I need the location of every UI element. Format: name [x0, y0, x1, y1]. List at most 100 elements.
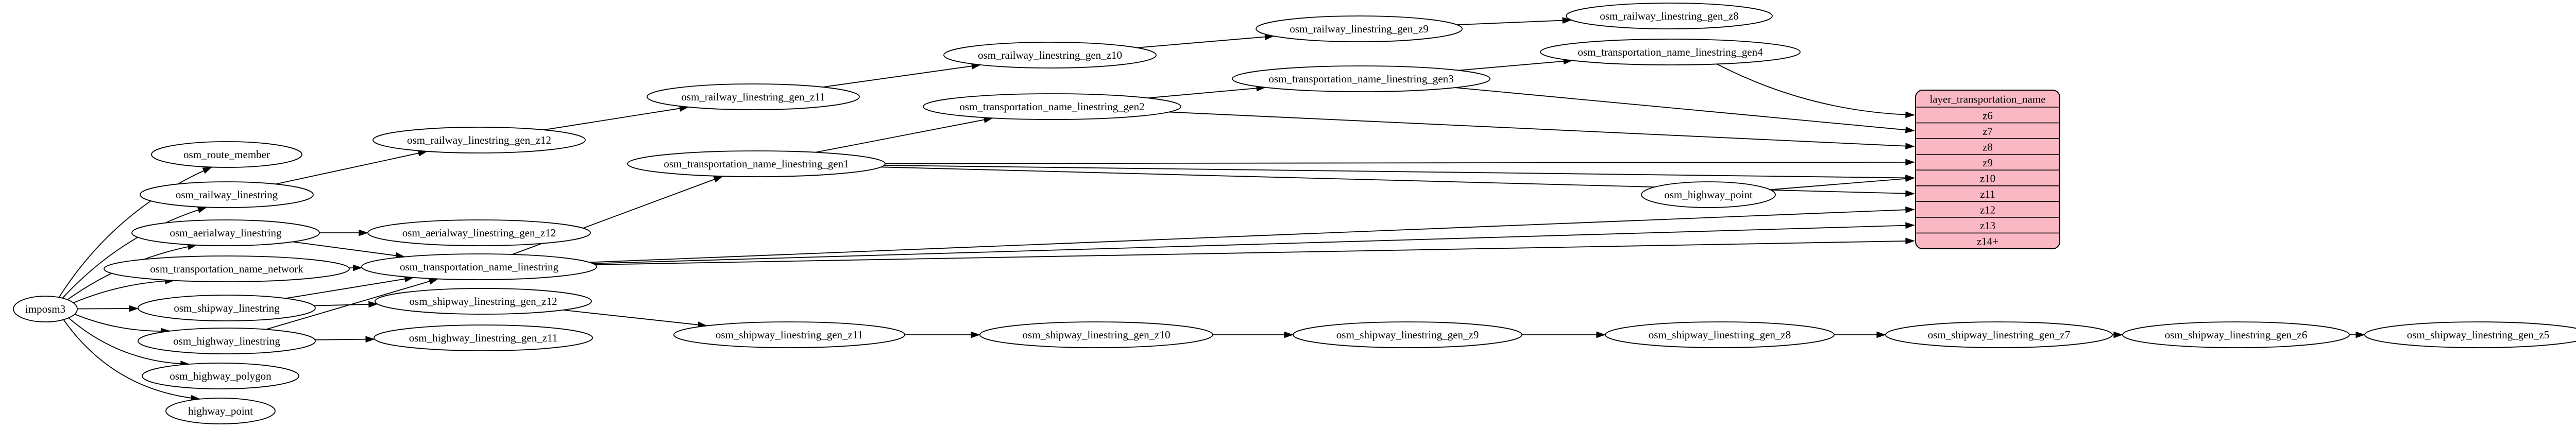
node-label-osm_shipway_linestring: osm_shipway_linestring — [174, 302, 280, 314]
node-osm_shipway_linestring: osm_shipway_linestring — [138, 295, 316, 321]
table-row-z12: z12 — [1980, 204, 1995, 216]
node-ellipse-osm_shipway_linestring_gen_z6 — [2122, 321, 2350, 348]
edge-osm_railway_linestring_gen_z9-to-osm_railway_linestring_gen_z8 — [1456, 17, 1572, 25]
edge-imposm3-to-osm_route_member — [58, 166, 212, 298]
edge-osm_transportation_name_linestring-to-table-z12 — [589, 206, 1915, 263]
node-label-osm_shipway_linestring_gen_z9: osm_shipway_linestring_gen_z9 — [1336, 329, 1479, 341]
node-imposm3: imposm3 — [13, 296, 78, 322]
node-ellipse-osm_highway_linestring — [138, 328, 316, 354]
node-ellipse-osm_highway_polygon — [142, 363, 299, 389]
node-label-osm_railway_linestring_gen_z10: osm_railway_linestring_gen_z10 — [978, 49, 1122, 61]
table-layer: layer_transportation_name z6 z7 z8 z9 z10 z11 z… — [1915, 90, 2060, 249]
table-row-z13: z13 — [1980, 219, 1995, 232]
node-ellipse-osm_railway_linestring_gen_z12 — [372, 127, 586, 153]
node-label-osm_highway_linestring_gen_z11: osm_highway_linestring_gen_z11 — [409, 332, 558, 344]
table-row-z6: z6 — [1982, 109, 1993, 122]
node-ellipse-osm_aerialway_linestring_gen_z12 — [367, 219, 591, 246]
node-ellipse-osm_transportation_name_linestring_gen3 — [1232, 65, 1490, 92]
node-osm_transportation_name_linestring_gen4: osm_transportation_name_linestring_gen4 — [1540, 39, 1801, 65]
edge-osm_transportation_name_linestring-to-table-z14+ — [595, 237, 1915, 265]
node-label-osm_shipway_linestring_gen_z8: osm_shipway_linestring_gen_z8 — [1649, 329, 1791, 341]
table-row-z7: z7 — [1982, 125, 1993, 138]
edge-osm_transportation_name_linestring_gen4-to-table-z6 — [1717, 63, 1915, 118]
node-ellipse-osm_shipway_linestring_gen_z9 — [1293, 321, 1522, 348]
node-label-osm_transportation_name_linestring_gen2: osm_transportation_name_linestring_gen2 — [959, 100, 1144, 113]
table-title: layer_transportation_name — [1929, 93, 2045, 106]
node-osm_shipway_linestring_gen_z10: osm_shipway_linestring_gen_z10 — [979, 321, 1213, 348]
node-osm_aerialway_linestring: osm_aerialway_linestring — [131, 219, 320, 246]
edge-imposm3-to-osm_railway_linestring — [62, 207, 208, 299]
node-osm_shipway_linestring_gen_z5: osm_shipway_linestring_gen_z5 — [2364, 321, 2576, 348]
table-row-z10: z10 — [1980, 173, 1995, 185]
node-ellipse-osm_aerialway_linestring — [131, 219, 320, 246]
edge-imposm3-to-osm_highway_polygon — [68, 317, 190, 368]
node-label-osm_railway_linestring_gen_z11: osm_railway_linestring_gen_z11 — [681, 91, 825, 103]
node-label-osm_transportation_name_linestring_gen4: osm_transportation_name_linestring_gen4 — [1578, 46, 1763, 58]
node-ellipse-osm_railway_linestring_gen_z9 — [1256, 15, 1463, 42]
node-osm_railway_linestring_gen_z8: osm_railway_linestring_gen_z8 — [1566, 3, 1773, 29]
node-osm_shipway_linestring_gen_z7: osm_shipway_linestring_gen_z7 — [1885, 321, 2113, 348]
node-label-osm_shipway_linestring_gen_z6: osm_shipway_linestring_gen_z6 — [2165, 329, 2307, 341]
table-row-z9: z9 — [1982, 157, 1993, 169]
node-ellipse-osm_shipway_linestring_gen_z7 — [1885, 321, 2113, 348]
node-ellipse-osm_railway_linestring_gen_z10 — [943, 42, 1157, 69]
node-ellipse-osm_shipway_linestring_gen_z11 — [673, 321, 905, 348]
edge-osm_shipway_linestring-to-osm_transportation_name_linestring — [285, 276, 414, 299]
node-ellipse-highway_point — [165, 398, 276, 424]
node-label-osm_transportation_name_linestring: osm_transportation_name_linestring — [400, 261, 558, 273]
node-osm_transportation_name_linestring_gen1: osm_transportation_name_linestring_gen1 — [627, 150, 886, 177]
node-highway_point: highway_point — [165, 398, 276, 424]
edge-osm_shipway_linestring-to-osm_shipway_linestring_gen_z12 — [314, 301, 378, 308]
node-osm_railway_linestring_gen_z11: osm_railway_linestring_gen_z11 — [647, 83, 860, 110]
node-ellipse-osm_shipway_linestring — [138, 295, 316, 321]
edge-osm_aerialway_linestring-to-osm_transportation_name_linestring — [293, 241, 405, 259]
node-label-osm_route_member: osm_route_member — [183, 148, 270, 161]
node-osm_highway_linestring_gen_z11: osm_highway_linestring_gen_z11 — [374, 324, 593, 351]
node-ellipse-osm_highway_linestring_gen_z11 — [374, 324, 593, 351]
node-osm_transportation_name_linestring_gen3: osm_transportation_name_linestring_gen3 — [1232, 65, 1490, 92]
node-label-osm_railway_linestring: osm_railway_linestring — [176, 189, 278, 201]
node-ellipse-osm_transportation_name_network — [104, 255, 350, 282]
node-ellipse-osm_railway_linestring_gen_z8 — [1566, 3, 1773, 29]
edges-layer — [58, 17, 2365, 402]
node-osm_highway_linestring: osm_highway_linestring — [138, 328, 316, 354]
node-ellipse-osm_transportation_name_linestring — [361, 253, 597, 280]
table-row-z14+: z14+ — [1977, 235, 1998, 248]
nodes-layer: imposm3 osm_route_member osm_railway_lines… — [13, 3, 2576, 424]
edge-osm_highway_linestring-to-osm_highway_linestring_gen_z11 — [315, 336, 375, 343]
node-ellipse-osm_highway_point — [1641, 181, 1776, 208]
edge-osm_railway_linestring_gen_z12-to-osm_railway_linestring_gen_z11 — [544, 105, 689, 131]
node-label-osm_shipway_linestring_gen_z7: osm_shipway_linestring_gen_z7 — [1928, 329, 2070, 341]
node-osm_route_member: osm_route_member — [151, 141, 302, 168]
node-osm_railway_linestring_gen_z12: osm_railway_linestring_gen_z12 — [372, 127, 586, 153]
node-osm_shipway_linestring_gen_z8: osm_shipway_linestring_gen_z8 — [1605, 321, 1835, 348]
table-layer_transportation_name: layer_transportation_name z6 z7 z8 z9 z10 z11 z… — [1915, 90, 2060, 249]
node-osm_shipway_linestring_gen_z11: osm_shipway_linestring_gen_z11 — [673, 321, 905, 348]
node-ellipse-osm_transportation_name_linestring_gen1 — [627, 150, 886, 177]
node-osm_aerialway_linestring_gen_z12: osm_aerialway_linestring_gen_z12 — [367, 219, 591, 246]
node-label-osm_shipway_linestring_gen_z5: osm_shipway_linestring_gen_z5 — [2407, 329, 2549, 341]
edge-osm_railway_linestring-to-osm_railway_linestring_gen_z12 — [276, 150, 428, 185]
node-label-osm_transportation_name_linestring_gen1: osm_transportation_name_linestring_gen1 — [664, 158, 849, 170]
node-ellipse-osm_shipway_linestring_gen_z5 — [2364, 321, 2576, 348]
node-osm_shipway_linestring_gen_z12: osm_shipway_linestring_gen_z12 — [375, 288, 592, 315]
edge-osm_railway_linestring_gen_z10-to-osm_railway_linestring_gen_z9 — [1137, 33, 1275, 48]
node-osm_transportation_name_linestring_gen2: osm_transportation_name_linestring_gen2 — [923, 93, 1181, 120]
node-osm_railway_linestring_gen_z10: osm_railway_linestring_gen_z10 — [943, 42, 1157, 69]
node-osm_railway_linestring_gen_z9: osm_railway_linestring_gen_z9 — [1256, 15, 1463, 42]
node-ellipse-osm_railway_linestring — [140, 181, 314, 208]
node-label-osm_railway_linestring_gen_z9: osm_railway_linestring_gen_z9 — [1290, 23, 1428, 35]
node-label-osm_highway_linestring: osm_highway_linestring — [173, 335, 280, 347]
node-label-osm_railway_linestring_gen_z8: osm_railway_linestring_gen_z8 — [1600, 10, 1738, 22]
node-label-osm_shipway_linestring_gen_z12: osm_shipway_linestring_gen_z12 — [410, 295, 557, 307]
node-label-osm_highway_point: osm_highway_point — [1664, 189, 1753, 201]
edge-osm_transportation_name_linestring_gen2-to-table-z8 — [1168, 111, 1915, 149]
table-row-z8: z8 — [1982, 141, 1993, 153]
edge-imposm3-to-osm_highway_linestring — [74, 314, 171, 335]
node-label-highway_point: highway_point — [188, 405, 253, 417]
node-osm_shipway_linestring_gen_z9: osm_shipway_linestring_gen_z9 — [1293, 321, 1522, 348]
node-osm_shipway_linestring_gen_z6: osm_shipway_linestring_gen_z6 — [2122, 321, 2350, 348]
node-ellipse-imposm3 — [13, 296, 78, 322]
